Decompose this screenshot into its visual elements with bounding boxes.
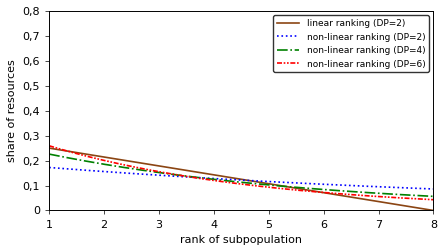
non-linear ranking (DP=4) [275, 184, 281, 187]
non-linear ranking (DP=2) [275, 180, 281, 183]
non-linear ranking (DP=2) [47, 166, 52, 169]
Line: non-linear ranking (DP=6): non-linear ranking (DP=6) [49, 146, 433, 200]
non-linear ranking (DP=2) [254, 179, 260, 182]
non-linear ranking (DP=2) [422, 187, 427, 190]
non-linear ranking (DP=6) [275, 187, 281, 190]
non-linear ranking (DP=4) [231, 180, 237, 183]
non-linear ranking (DP=4) [229, 180, 234, 183]
non-linear ranking (DP=4) [361, 191, 367, 194]
linear ranking (DP=2) [275, 184, 281, 187]
non-linear ranking (DP=2) [431, 187, 436, 191]
non-linear ranking (DP=6) [254, 184, 260, 187]
Line: non-linear ranking (DP=2): non-linear ranking (DP=2) [49, 168, 433, 189]
Line: non-linear ranking (DP=4): non-linear ranking (DP=4) [49, 154, 433, 196]
non-linear ranking (DP=6) [431, 198, 436, 201]
linear ranking (DP=2) [47, 147, 52, 150]
non-linear ranking (DP=4) [254, 182, 260, 185]
Legend: linear ranking (DP=2), non-linear ranking (DP=2), non-linear ranking (DP=4), non: linear ranking (DP=2), non-linear rankin… [273, 15, 429, 72]
non-linear ranking (DP=2) [229, 178, 234, 181]
non-linear ranking (DP=4) [47, 153, 52, 156]
Line: linear ranking (DP=2): linear ranking (DP=2) [49, 148, 433, 210]
non-linear ranking (DP=6) [47, 144, 52, 147]
non-linear ranking (DP=6) [231, 182, 237, 185]
linear ranking (DP=2) [229, 176, 234, 179]
linear ranking (DP=2) [231, 177, 237, 180]
non-linear ranking (DP=6) [361, 194, 367, 197]
non-linear ranking (DP=4) [431, 195, 436, 198]
non-linear ranking (DP=2) [361, 185, 367, 188]
non-linear ranking (DP=6) [422, 198, 427, 201]
X-axis label: rank of subpopulation: rank of subpopulation [180, 235, 302, 245]
linear ranking (DP=2) [431, 209, 436, 212]
linear ranking (DP=2) [361, 198, 367, 201]
non-linear ranking (DP=4) [422, 194, 427, 197]
non-linear ranking (DP=2) [231, 178, 237, 181]
Y-axis label: share of resources: share of resources [7, 59, 17, 162]
linear ranking (DP=2) [422, 207, 427, 210]
non-linear ranking (DP=6) [229, 181, 234, 184]
linear ranking (DP=2) [254, 180, 260, 183]
